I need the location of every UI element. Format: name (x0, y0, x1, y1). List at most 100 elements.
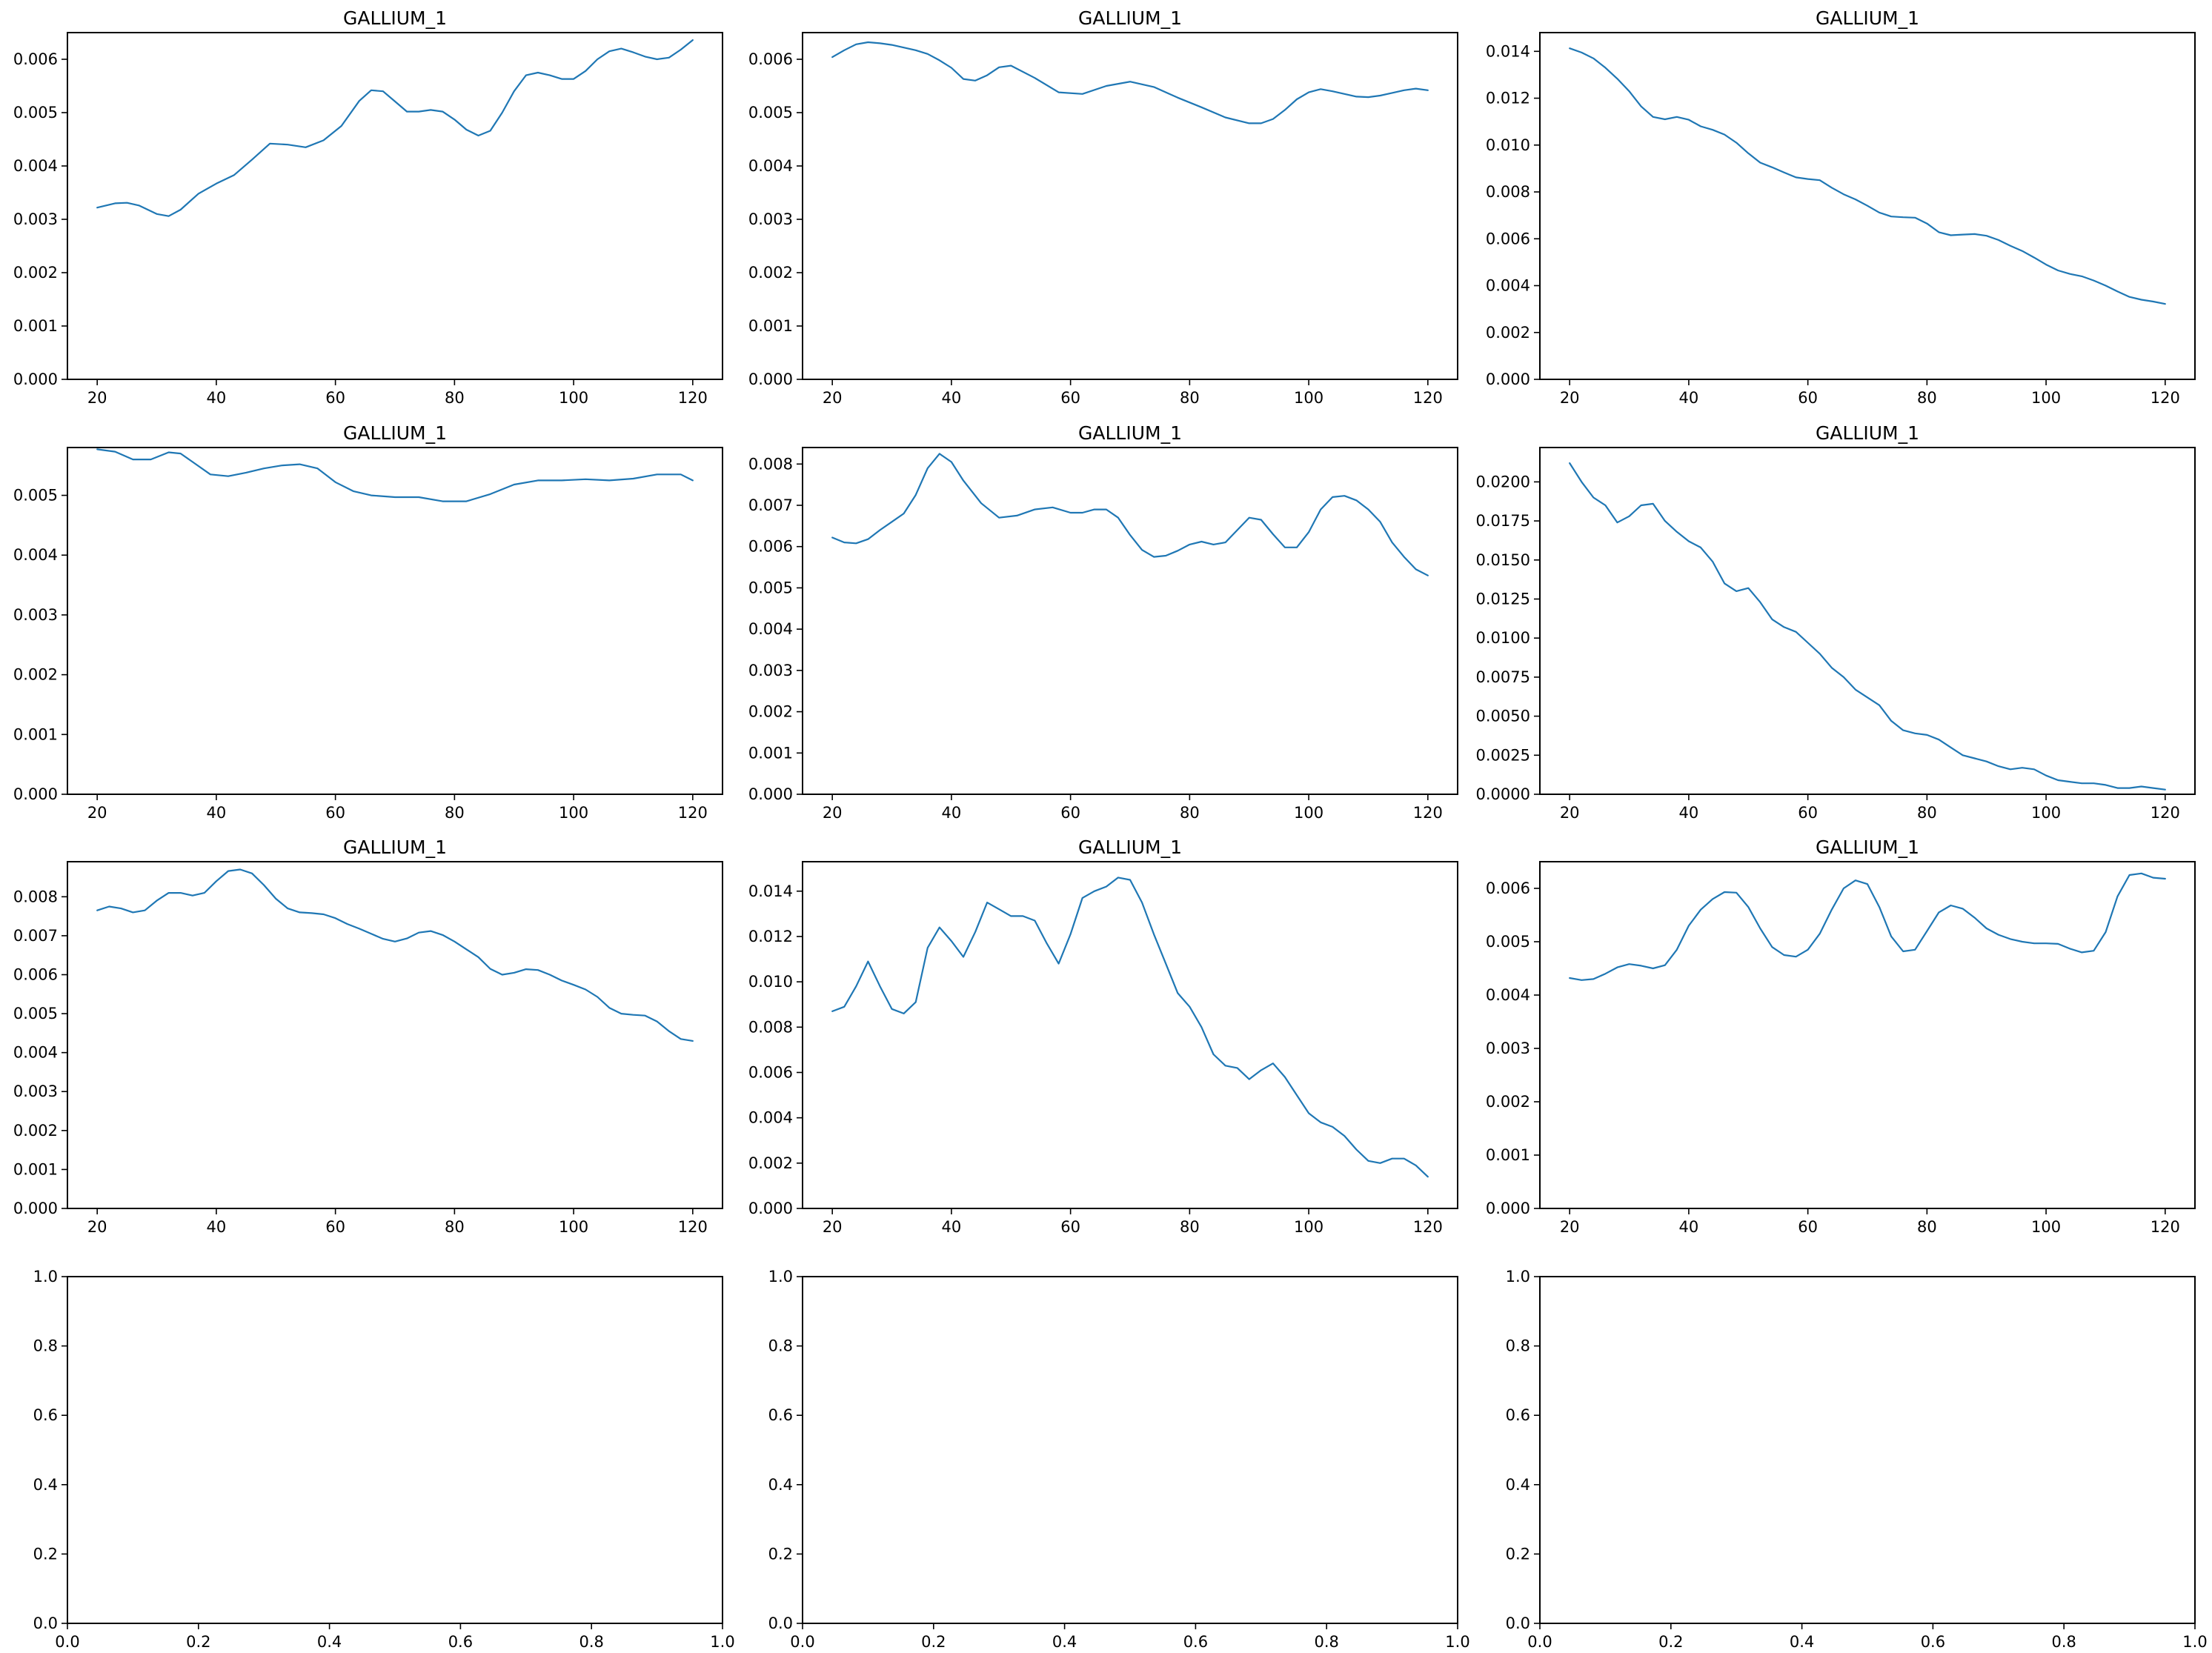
x-tick-label: 0.6 (448, 1633, 473, 1651)
x-tick-label: 0.6 (1921, 1633, 1945, 1651)
y-tick-label: 0.006 (748, 1063, 793, 1081)
series-line (1569, 872, 2166, 981)
y-tick-label: 0.002 (1486, 1093, 1530, 1111)
y-tick-label: 0.000 (13, 1200, 58, 1217)
x-tick-label: 120 (2150, 804, 2180, 822)
y-tick-label: 0.6 (768, 1406, 793, 1424)
x-tick-label: 20 (87, 804, 107, 822)
y-tick-label: 0.005 (748, 579, 793, 596)
axes-frame (802, 32, 1458, 380)
x-tick-label: 80 (1917, 804, 1937, 822)
x-tick-label: 40 (207, 389, 227, 407)
y-tick-label: 0.8 (768, 1337, 793, 1355)
y-tick-label: 0.007 (13, 927, 58, 945)
y-tick-label: 0.000 (13, 785, 58, 803)
y-tick-label: 0.0075 (1476, 668, 1530, 686)
x-tick-label: 40 (1679, 389, 1699, 407)
chart-panel: 20 40 60 80 100 120 0.000 0.002 0.004 0.006 0.008 0… (1486, 7, 2196, 407)
y-tick-label: 0.001 (13, 1160, 58, 1178)
y-tick-label: 0.000 (748, 785, 793, 803)
y-tick-label: 0.003 (13, 606, 58, 624)
y-tick-label: 0.000 (748, 370, 793, 388)
y-tick-label: 0.006 (1486, 230, 1530, 247)
x-tick-label: 60 (1798, 804, 1818, 822)
chart-panel: 20 40 60 80 100 120 0.000 0.001 0.002 0.003 0.004 0… (748, 7, 1458, 407)
y-tick-label: 0.0050 (1476, 708, 1530, 725)
y-tick-label: 0.006 (1486, 879, 1530, 897)
y-tick-label: 0.4 (768, 1476, 793, 1494)
x-tick-label: 60 (325, 389, 345, 407)
y-tick-label: 0.0175 (1476, 512, 1530, 530)
y-tick-label: 0.012 (1486, 90, 1530, 107)
chart-panel: 20 40 60 80 100 120 0.000 0.001 0.002 0.003 0.004 0… (748, 422, 1458, 822)
x-tick-label: 20 (823, 389, 843, 407)
y-tick-label: 0.003 (1486, 1040, 1530, 1057)
axes-frame (802, 1276, 1458, 1624)
x-tick-label: 60 (1060, 804, 1080, 822)
y-tick-label: 0.005 (1486, 933, 1530, 951)
series-line (831, 877, 1429, 1178)
y-tick-label: 0.002 (13, 666, 58, 684)
x-tick-label: 20 (87, 1218, 107, 1236)
x-tick-label: 0.0 (55, 1633, 79, 1651)
x-tick-label: 60 (1060, 1218, 1080, 1236)
series-line (1569, 462, 2166, 791)
y-tick-label: 0.004 (748, 157, 793, 175)
y-tick-label: 0.6 (33, 1406, 58, 1424)
axes-frame (67, 447, 723, 795)
y-tick-label: 0.000 (1486, 1200, 1530, 1217)
panel-title: GALLIUM_1 (343, 422, 447, 444)
x-tick-label: 20 (823, 804, 843, 822)
x-tick-label: 80 (1917, 389, 1937, 407)
y-tick-label: 0.005 (13, 487, 58, 505)
x-tick-label: 0.0 (790, 1633, 814, 1651)
x-tick-label: 0.0 (1527, 1633, 1552, 1651)
axes-frame (67, 1276, 723, 1624)
axes-frame (802, 447, 1458, 795)
axes-frame (1539, 32, 2196, 380)
axes-frame (1539, 447, 2196, 795)
axes-frame (67, 861, 723, 1209)
x-tick-label: 0.8 (2051, 1633, 2076, 1651)
chart-panel: 20 40 60 80 100 120 0.000 0.001 0.002 0.003 0.004 0… (13, 7, 723, 407)
y-tick-label: 1.0 (1506, 1268, 1530, 1286)
y-tick-label: 0.000 (1486, 370, 1530, 388)
y-tick-label: 0.2 (33, 1545, 58, 1563)
x-tick-label: 80 (1180, 804, 1200, 822)
axes-frame (802, 861, 1458, 1209)
axes-frame (1539, 1276, 2196, 1624)
series-line (96, 39, 694, 217)
y-tick-label: 0.001 (13, 725, 58, 743)
x-tick-label: 100 (559, 389, 588, 407)
y-tick-label: 0.004 (13, 546, 58, 564)
y-tick-label: 0.0200 (1476, 473, 1530, 490)
panel-title: GALLIUM_1 (1816, 837, 1919, 858)
x-tick-label: 80 (445, 804, 465, 822)
x-tick-label: 120 (678, 1218, 708, 1236)
y-tick-label: 0.002 (748, 264, 793, 282)
x-tick-label: 0.4 (1790, 1633, 1814, 1651)
x-tick-label: 120 (1413, 804, 1443, 822)
x-tick-label: 1.0 (2182, 1633, 2207, 1651)
x-tick-label: 100 (2031, 1218, 2061, 1236)
y-tick-label: 0.002 (13, 264, 58, 282)
x-tick-label: 120 (1413, 1218, 1443, 1236)
y-tick-label: 0.008 (1486, 183, 1530, 201)
y-tick-label: 1.0 (768, 1268, 793, 1286)
x-tick-label: 20 (1560, 389, 1580, 407)
y-tick-label: 0.0125 (1476, 590, 1530, 608)
chart-panel: 20 40 60 80 100 120 0.000 0.002 0.004 0.006 0.008 0… (748, 837, 1458, 1236)
y-tick-label: 0.006 (13, 965, 58, 983)
x-tick-label: 1.0 (710, 1633, 734, 1651)
x-tick-label: 100 (1294, 1218, 1323, 1236)
x-tick-label: 60 (1798, 389, 1818, 407)
y-tick-label: 0.001 (748, 317, 793, 335)
x-tick-label: 80 (1917, 1218, 1937, 1236)
y-tick-label: 0.005 (13, 104, 58, 122)
chart-panel: 20 40 60 80 100 120 0.000 0.001 0.002 0.003 0.004 0… (13, 422, 723, 822)
y-tick-label: 0.8 (33, 1337, 58, 1355)
x-tick-label: 100 (2031, 804, 2061, 822)
x-tick-label: 0.4 (1052, 1633, 1077, 1651)
y-tick-label: 0.012 (748, 928, 793, 945)
